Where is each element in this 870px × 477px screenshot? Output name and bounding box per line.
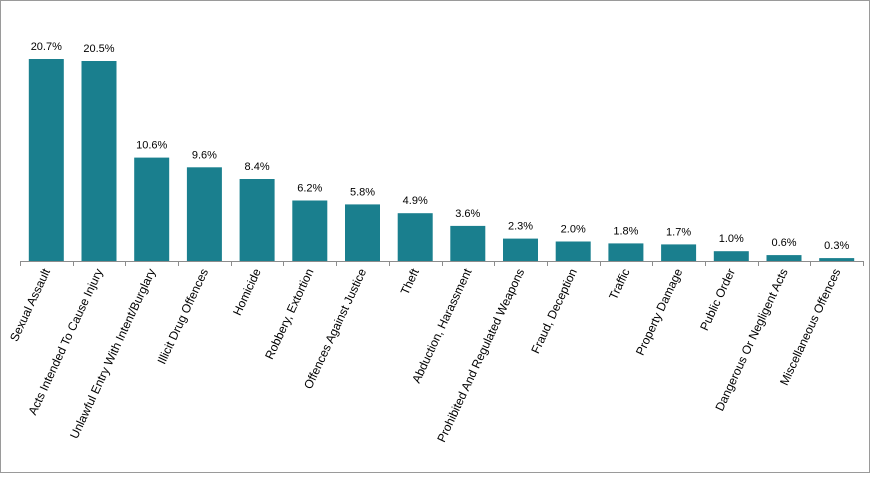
- data-label: 9.6%: [192, 149, 217, 161]
- data-label: 0.3%: [824, 240, 849, 252]
- bar: [608, 243, 644, 261]
- data-label: 1.0%: [719, 233, 744, 245]
- category-label: Traffic: [606, 266, 632, 302]
- category-label: Sexual Assault: [7, 266, 53, 344]
- category-label: Property Damage: [633, 266, 686, 357]
- bar: [766, 255, 802, 261]
- data-label: 5.8%: [350, 186, 375, 198]
- data-label: 3.6%: [455, 208, 480, 220]
- bar: [239, 179, 275, 261]
- bar: [81, 61, 117, 261]
- bar: [28, 59, 64, 261]
- category-label: Theft: [398, 266, 423, 297]
- data-label: 0.6%: [771, 237, 796, 249]
- bar: [819, 258, 855, 261]
- bar: [450, 225, 486, 261]
- data-label: 1.7%: [666, 226, 691, 238]
- bar: [713, 251, 749, 261]
- bar: [661, 244, 697, 261]
- data-label: 1.8%: [613, 225, 638, 237]
- data-label: 2.0%: [561, 224, 586, 236]
- category-label: Offences Against Justice: [301, 266, 369, 391]
- category-label: Public Order: [697, 266, 738, 332]
- category-label: Prohibited And Regulated Weapons: [434, 266, 527, 444]
- bar: [397, 213, 433, 261]
- category-label: Fraud, Deception: [528, 266, 580, 355]
- category-label: Robbery, Extortion: [262, 266, 316, 361]
- bar: [555, 241, 591, 261]
- category-label: Abduction, Harassment: [409, 266, 475, 386]
- data-label: 4.9%: [403, 195, 428, 207]
- bar: [503, 238, 538, 261]
- data-label: 8.4%: [245, 161, 270, 173]
- bar: [134, 157, 170, 261]
- data-label: 6.2%: [297, 183, 322, 195]
- category-label: Homicide: [230, 266, 264, 318]
- category-label: Illicit Drug Offences: [155, 266, 212, 366]
- data-label: 20.5%: [83, 43, 114, 55]
- data-label: 20.7%: [31, 41, 62, 53]
- bar: [345, 204, 380, 261]
- category-label: Miscellaneous Offences: [777, 266, 843, 387]
- data-label: 2.3%: [508, 221, 533, 233]
- data-label: 10.6%: [136, 140, 167, 152]
- bar: [292, 200, 328, 261]
- bar: [186, 167, 222, 261]
